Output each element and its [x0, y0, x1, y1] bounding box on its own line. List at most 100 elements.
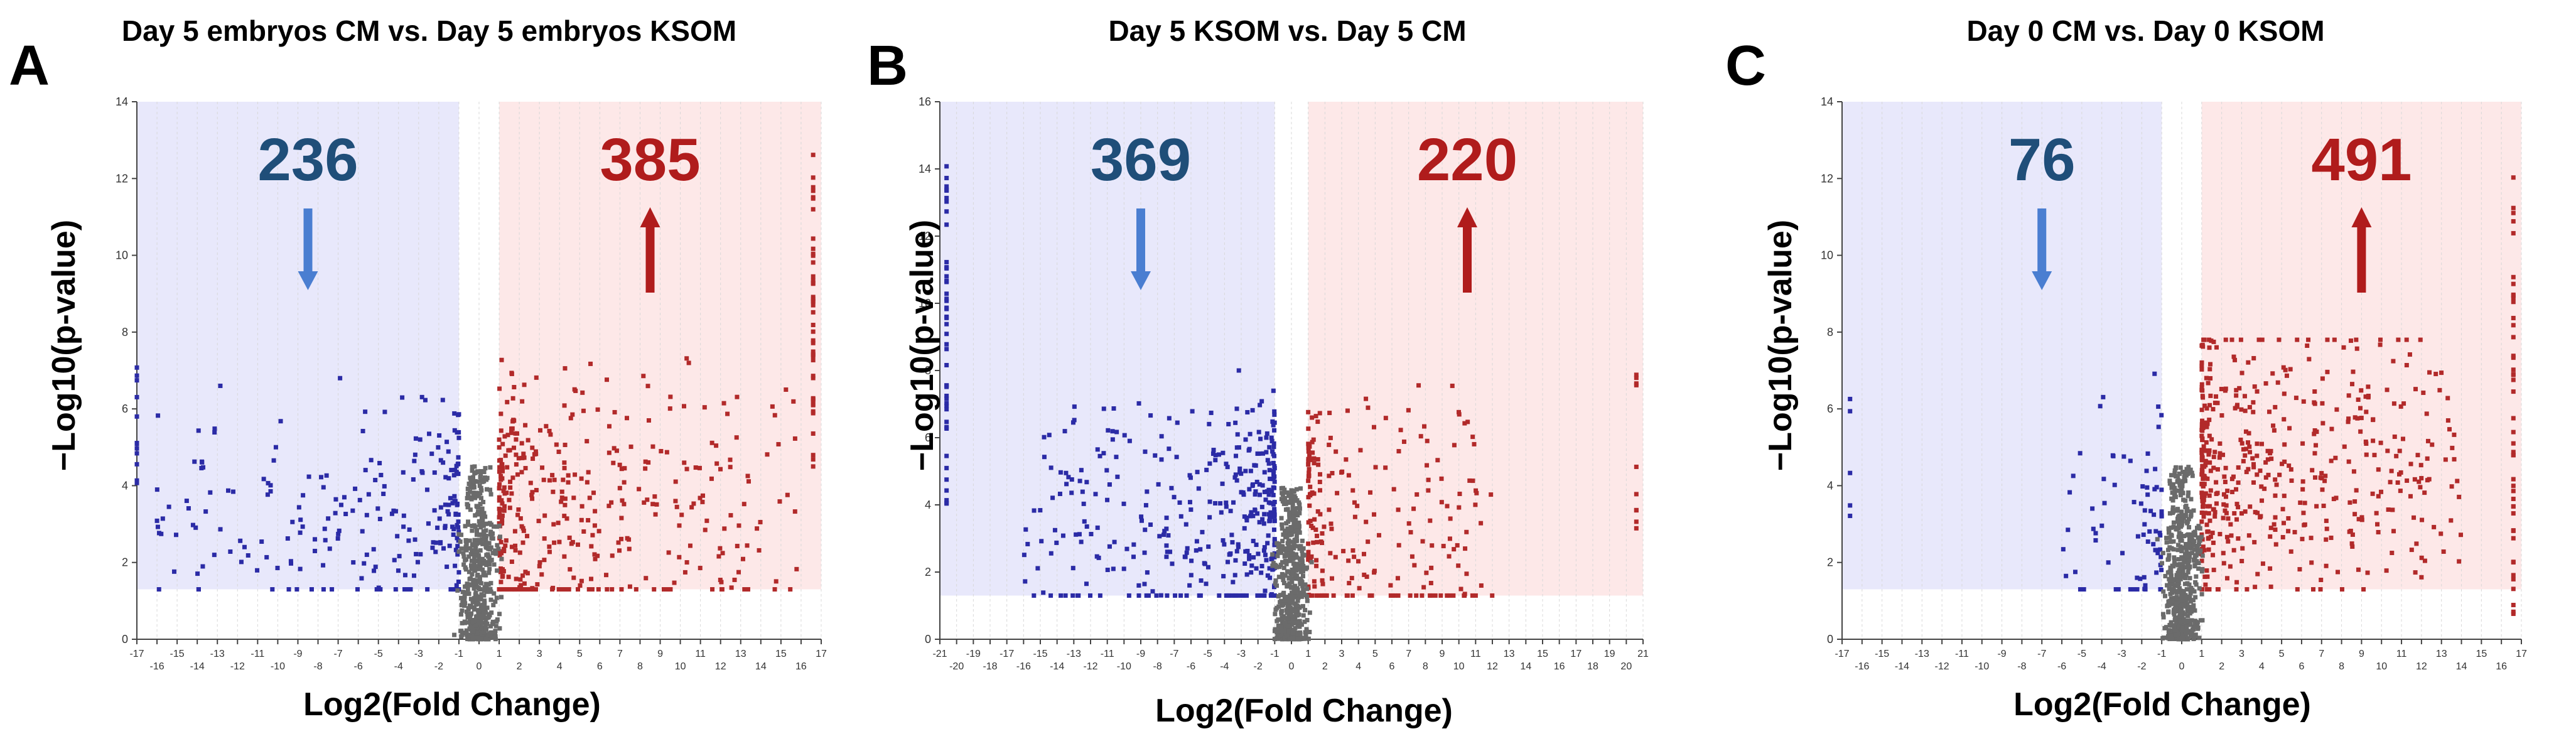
data-point	[1303, 608, 1308, 613]
data-point	[612, 409, 617, 414]
data-point	[487, 631, 492, 636]
extreme-point	[134, 414, 139, 419]
data-point	[1229, 532, 1234, 538]
data-point	[1279, 598, 1284, 603]
data-point	[2154, 485, 2159, 490]
extreme-point	[1634, 492, 1639, 497]
data-point	[1143, 527, 1148, 532]
data-point	[1243, 468, 1248, 473]
data-point	[2266, 472, 2271, 477]
data-point	[2239, 441, 2245, 446]
data-point	[2173, 616, 2178, 621]
data-point	[2171, 539, 2176, 544]
data-point	[2192, 539, 2197, 544]
data-point	[478, 565, 483, 570]
data-point	[1346, 473, 1351, 478]
data-point	[585, 439, 590, 444]
data-point	[2324, 563, 2329, 568]
extreme-point	[944, 306, 949, 311]
data-point	[1415, 492, 1420, 497]
data-point	[290, 519, 295, 524]
data-point	[467, 633, 472, 638]
extreme-point	[134, 365, 139, 370]
data-point	[1159, 457, 1164, 462]
data-point	[455, 588, 460, 593]
data-point	[2207, 403, 2212, 408]
data-point	[2176, 523, 2181, 528]
data-point	[1226, 421, 1231, 426]
data-point	[478, 477, 483, 482]
data-point	[1282, 595, 1287, 600]
data-point	[1294, 534, 1299, 539]
data-point	[2268, 448, 2273, 453]
data-point	[521, 528, 526, 533]
data-point	[2309, 536, 2314, 541]
extreme-point	[2511, 504, 2516, 509]
data-point	[391, 508, 396, 513]
data-point	[483, 528, 488, 533]
data-point	[1271, 460, 1276, 465]
data-point	[1291, 561, 1296, 566]
data-point	[523, 466, 528, 471]
extreme-point	[811, 188, 816, 193]
data-point	[604, 573, 609, 578]
y-tick-label: 10	[116, 249, 128, 262]
data-point	[2283, 367, 2288, 372]
data-point	[1250, 408, 1255, 413]
x-tick-label: -11	[251, 649, 264, 659]
data-point	[338, 502, 343, 507]
data-point	[2174, 595, 2179, 600]
data-point	[668, 394, 673, 399]
data-point	[2182, 534, 2187, 539]
data-point	[1114, 430, 1119, 435]
data-point	[1292, 494, 1297, 499]
data-point	[264, 554, 269, 560]
data-point	[2143, 583, 2148, 588]
data-point	[2200, 553, 2205, 558]
data-point	[512, 385, 517, 390]
data-point	[2194, 559, 2199, 564]
data-point	[1276, 575, 1281, 580]
x-tick-label: -1	[455, 649, 463, 659]
data-point	[2177, 483, 2182, 488]
data-point	[588, 361, 593, 366]
data-point	[488, 589, 493, 594]
data-point	[606, 504, 612, 509]
data-point	[1205, 565, 1210, 570]
down-series	[1848, 371, 2164, 592]
data-point	[2201, 425, 2206, 430]
data-point	[2172, 555, 2177, 560]
data-point	[1080, 489, 1085, 494]
data-point	[463, 584, 468, 589]
data-point	[1315, 457, 1320, 462]
x-tick-label: 15	[1537, 649, 1548, 659]
data-point	[2187, 629, 2192, 634]
data-point	[2194, 553, 2199, 558]
x-tick-label: 8	[637, 661, 643, 672]
data-point	[459, 595, 464, 600]
data-point	[1204, 581, 1209, 587]
data-point	[540, 465, 545, 470]
data-point	[1275, 632, 1280, 637]
data-point	[475, 504, 480, 509]
data-point	[2178, 561, 2183, 566]
data-point	[2333, 455, 2338, 460]
data-point	[2422, 558, 2427, 563]
data-point	[735, 394, 740, 399]
data-point	[593, 556, 598, 561]
data-point	[520, 573, 525, 578]
data-point	[1107, 544, 1112, 549]
down-series	[134, 365, 461, 592]
data-point	[563, 502, 568, 507]
data-point	[547, 428, 552, 433]
data-point	[2215, 467, 2220, 472]
x-tick-label: -12	[230, 661, 245, 672]
data-point	[482, 470, 487, 475]
data-point	[456, 549, 461, 554]
data-point	[1447, 536, 1452, 541]
data-point	[1257, 492, 1262, 497]
data-point	[1253, 492, 1258, 497]
data-point	[2255, 441, 2260, 446]
data-point	[2061, 547, 2066, 552]
data-point	[440, 397, 445, 403]
